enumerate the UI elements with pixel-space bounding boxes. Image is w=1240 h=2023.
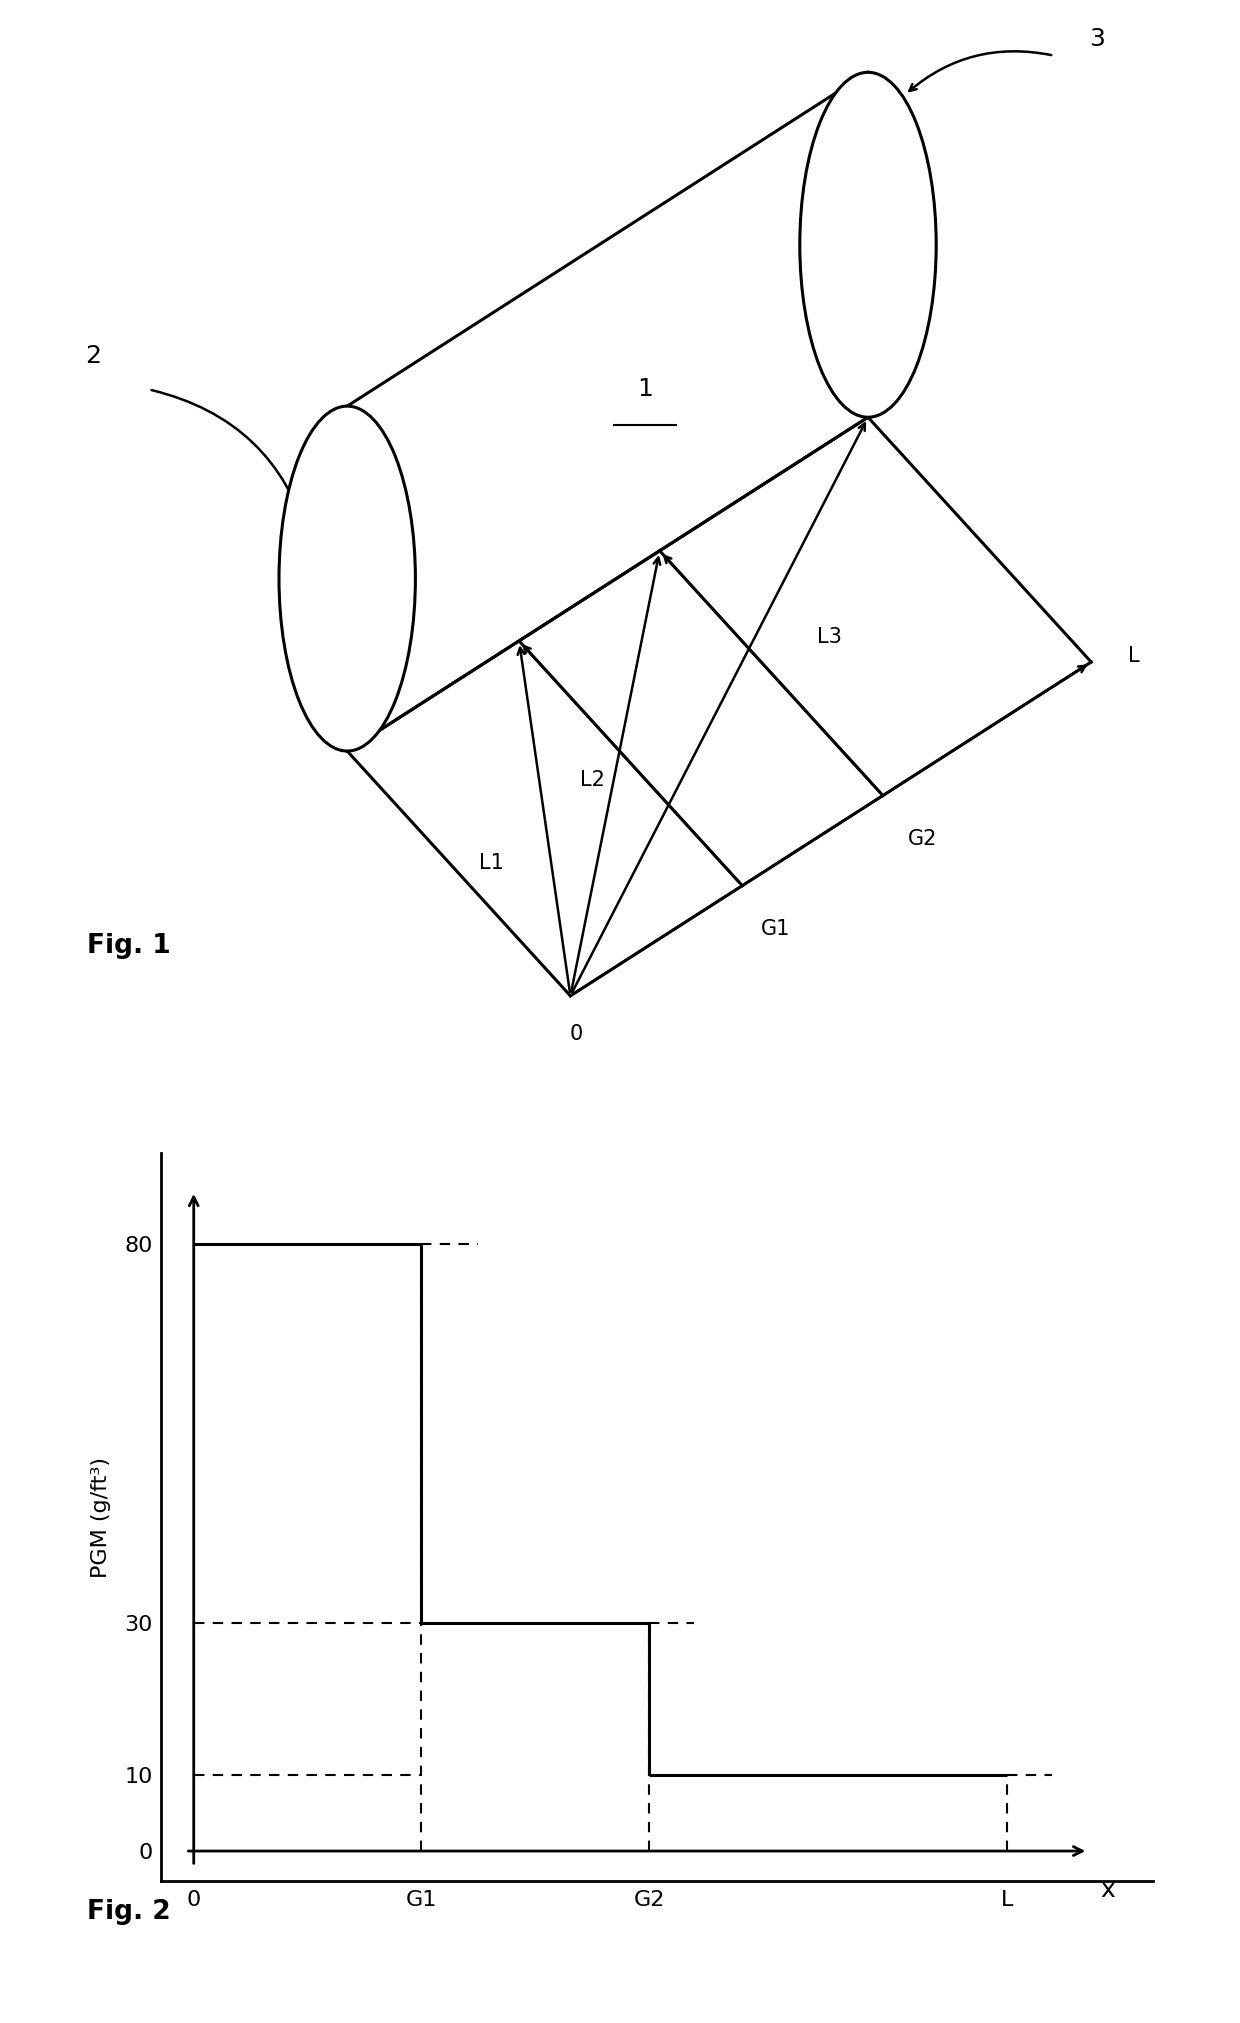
Text: x: x [1100, 1877, 1115, 1902]
Text: G1: G1 [761, 918, 790, 939]
Text: L: L [1128, 647, 1140, 666]
Text: L3: L3 [817, 627, 842, 647]
Ellipse shape [800, 73, 936, 417]
Text: L2: L2 [579, 771, 604, 789]
Text: 0: 0 [570, 1024, 583, 1044]
Text: G2: G2 [908, 829, 937, 850]
Text: Fig. 1: Fig. 1 [87, 933, 171, 959]
Text: Fig. 2: Fig. 2 [87, 1900, 170, 1924]
Ellipse shape [279, 407, 415, 751]
Text: 1: 1 [637, 378, 652, 401]
Y-axis label: PGM (g/ft³): PGM (g/ft³) [91, 1457, 110, 1578]
Text: L1: L1 [479, 854, 503, 872]
Text: 3: 3 [1090, 26, 1105, 51]
Text: 2: 2 [86, 344, 100, 368]
